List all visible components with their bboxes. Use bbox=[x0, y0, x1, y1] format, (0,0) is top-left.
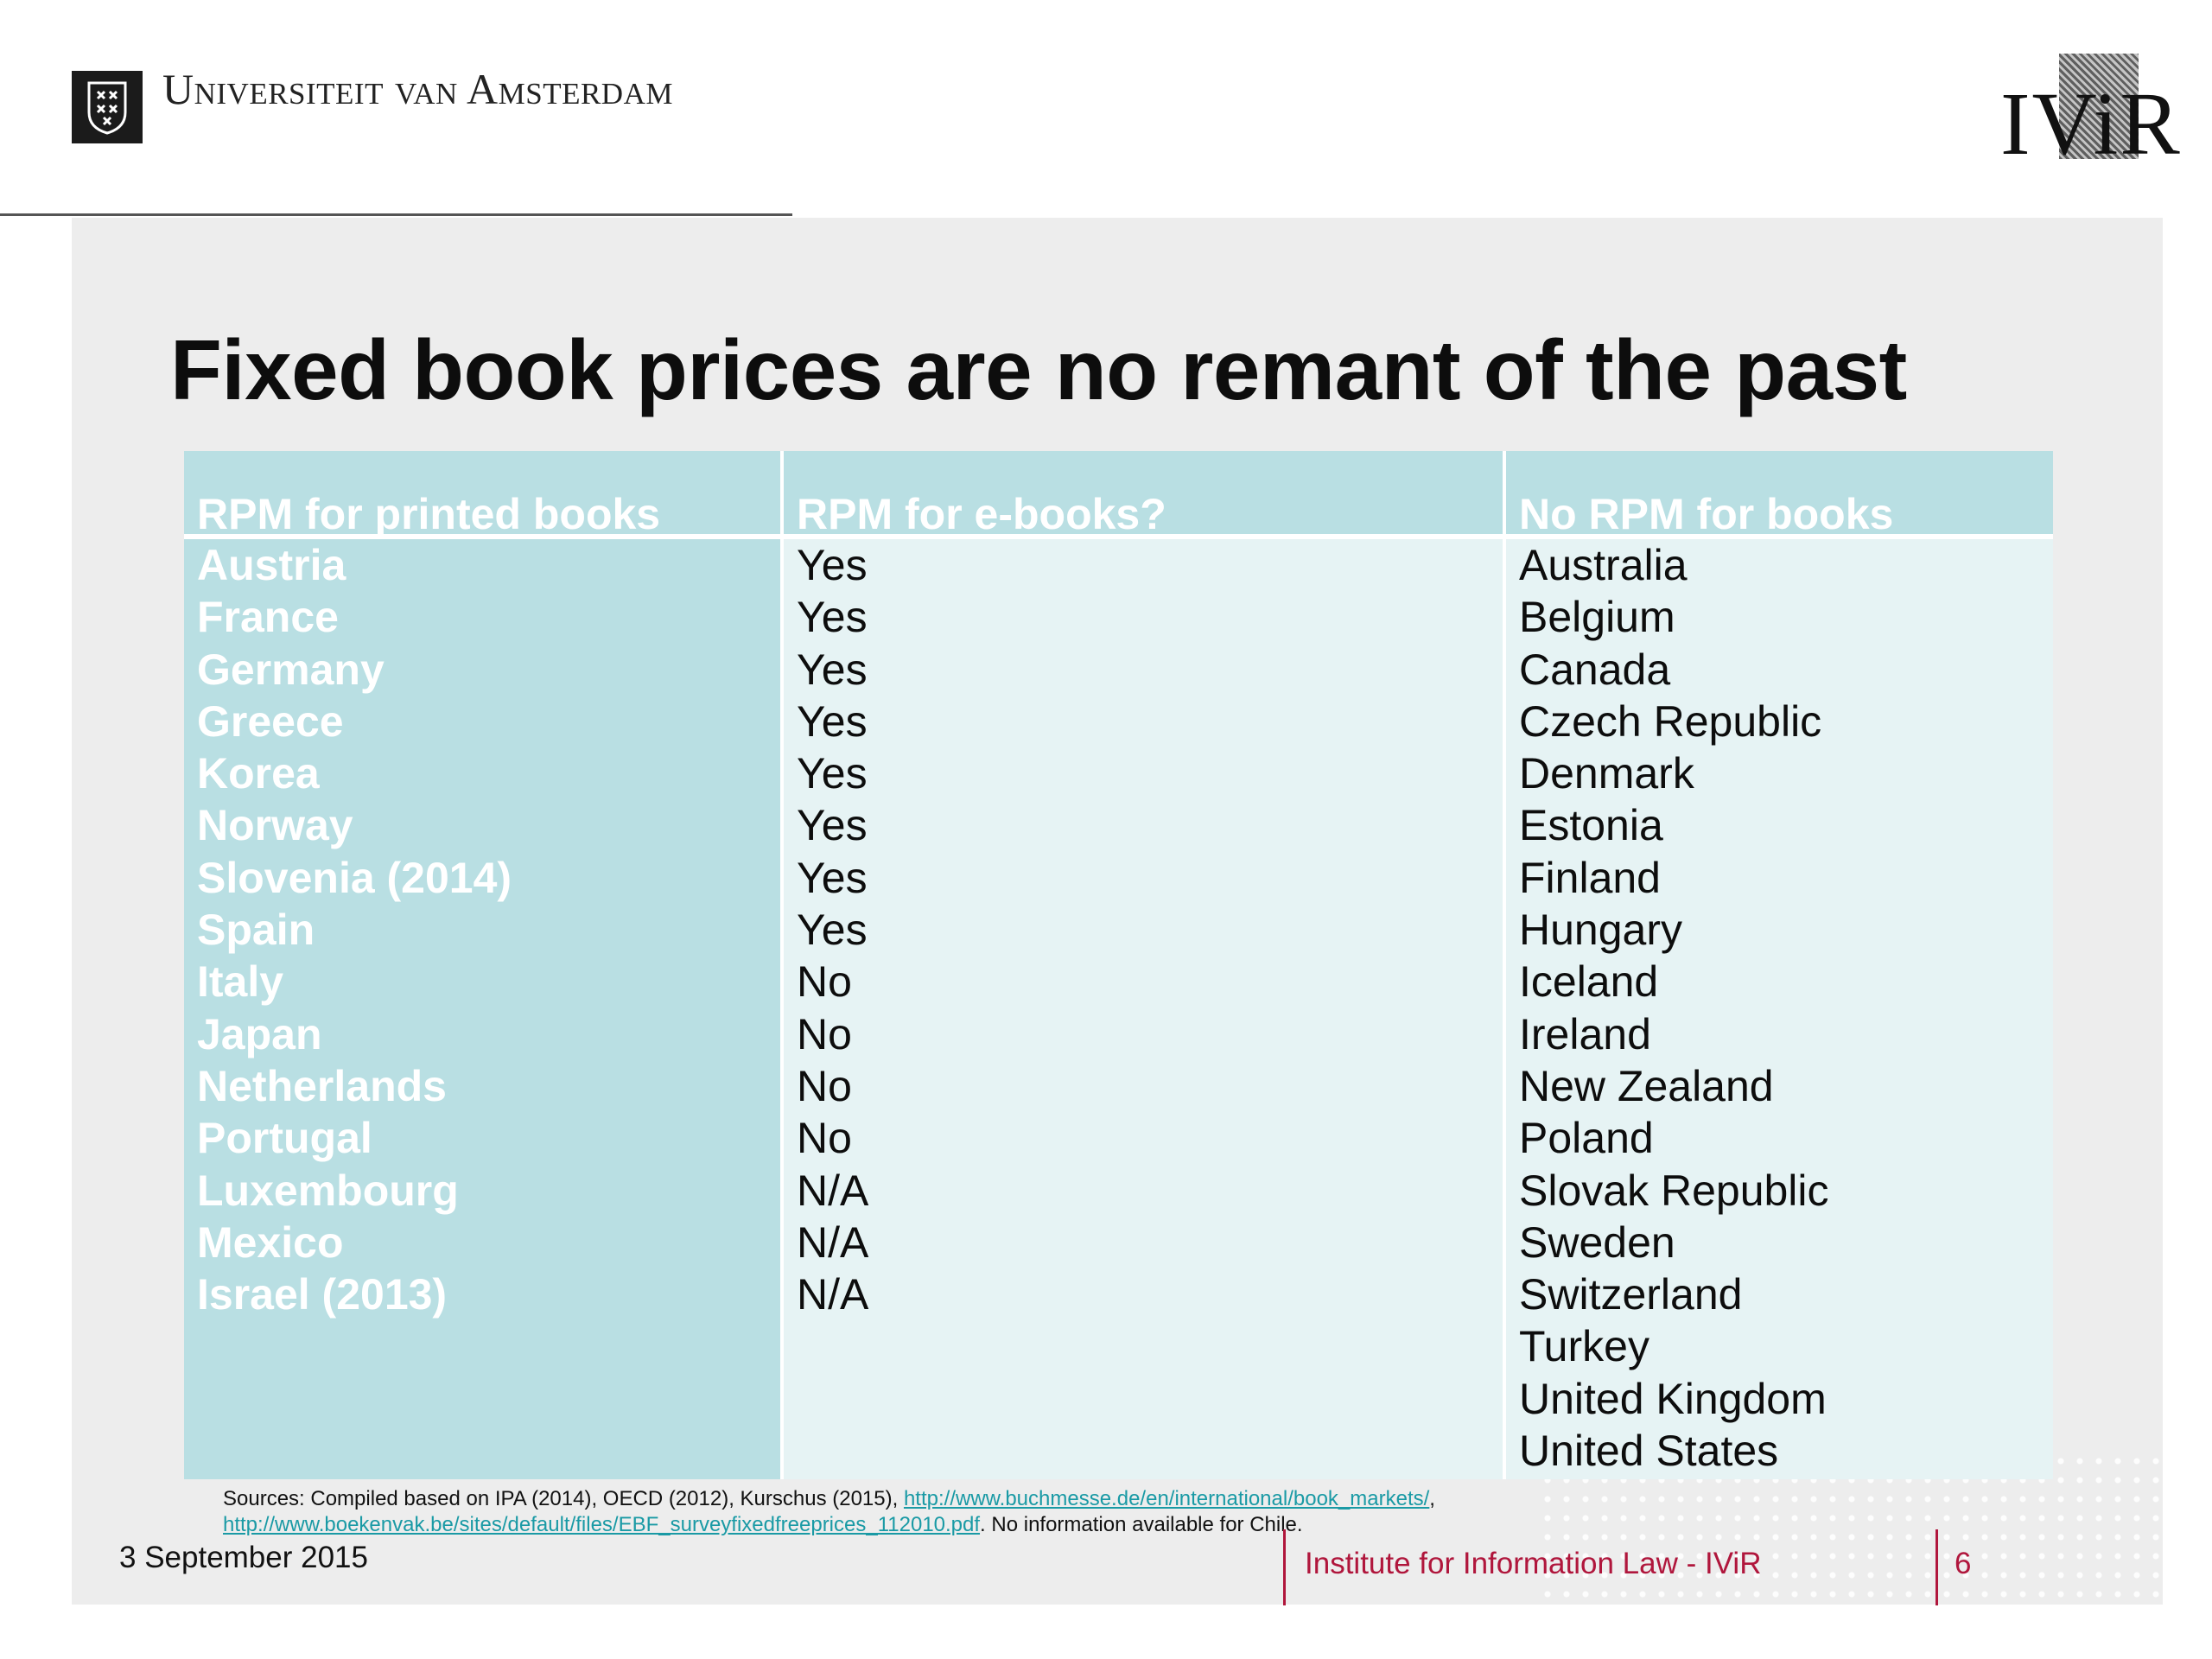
table-cell: Yes bbox=[797, 696, 868, 746]
table-cell: France bbox=[197, 593, 339, 642]
crest-icon bbox=[87, 81, 127, 135]
column-header-label: RPM for e-books? bbox=[797, 490, 1166, 538]
rpm-countries-table: RPM for printed books Austria France Germa… bbox=[184, 451, 2053, 1479]
table-cell: Canada bbox=[1519, 645, 1671, 694]
sources-comma: , bbox=[1429, 1487, 1435, 1510]
table-cell: Finland bbox=[1519, 853, 1661, 902]
table-cell: Iceland bbox=[1519, 957, 1659, 1007]
table-cell: Slovak Republic bbox=[1519, 1166, 1829, 1215]
footer-divider bbox=[1936, 1529, 1938, 1605]
table-cell: Mexico bbox=[197, 1217, 344, 1267]
table-cell: Israel (2013) bbox=[197, 1270, 448, 1319]
ivir-logo: IViR bbox=[2000, 54, 2190, 174]
table-cell: Japan bbox=[197, 1009, 322, 1058]
table-cell: Ireland bbox=[1519, 1009, 1651, 1058]
table-cell: Poland bbox=[1519, 1114, 1654, 1163]
sources-prefix: Sources: Compiled based on IPA (2014), O… bbox=[223, 1487, 904, 1510]
column-body: Yes Yes Yes Yes Yes Yes Yes Yes No No No No N/A N/A N/… bbox=[784, 539, 1503, 1479]
column-rows: Austria France Germany Greece Korea Norway Slo… bbox=[197, 539, 512, 1320]
table-cell: Germany bbox=[197, 645, 385, 694]
table-cell: United States bbox=[1519, 1427, 1779, 1476]
table-cell: No bbox=[797, 1061, 852, 1110]
column-header: RPM for printed books bbox=[184, 451, 780, 538]
ivir-logo-texture bbox=[2059, 54, 2139, 159]
table-cell: Belgium bbox=[1519, 593, 1675, 642]
slide-title: Fixed book prices are no remant of the p… bbox=[170, 322, 1907, 417]
table-cell: N/A bbox=[797, 1166, 869, 1215]
sources-note: Sources: Compiled based on IPA (2014), O… bbox=[223, 1486, 1435, 1538]
column-body: Australia Belgium Canada Czech Republic Denm… bbox=[1506, 539, 2053, 1479]
column-rows: Australia Belgium Canada Czech Republic Denm… bbox=[1519, 539, 1829, 1477]
table-cell: Australia bbox=[1519, 541, 1688, 589]
column-body: Austria France Germany Greece Korea Norway Slo… bbox=[184, 539, 780, 1479]
table-cell: Yes bbox=[797, 749, 868, 798]
table-cell: No bbox=[797, 1009, 852, 1058]
table-cell: Netherlands bbox=[197, 1061, 447, 1110]
sources-line-2: http://www.boekenvak.be/sites/default/fi… bbox=[223, 1512, 1435, 1538]
column-rpm-ebooks: RPM for e-books? Yes Yes Yes Yes Yes Yes Yes Ye… bbox=[784, 451, 1503, 1479]
table-cell: Luxembourg bbox=[197, 1166, 459, 1215]
table-cell: Switzerland bbox=[1519, 1270, 1743, 1319]
table-cell: Yes bbox=[797, 853, 868, 902]
university-name: Universiteit van Amsterdam bbox=[162, 65, 673, 113]
table-cell: Portugal bbox=[197, 1114, 372, 1163]
boekenvak-link[interactable]: http://www.boekenvak.be/sites/default/fi… bbox=[223, 1513, 981, 1536]
table-cell: Czech Republic bbox=[1519, 696, 1822, 746]
table-cell: New Zealand bbox=[1519, 1061, 1774, 1110]
table-cell: Estonia bbox=[1519, 801, 1663, 850]
table-cell: Norway bbox=[197, 801, 353, 850]
table-cell: Italy bbox=[197, 957, 284, 1007]
buchmesse-link[interactable]: http://www.buchmesse.de/en/international… bbox=[903, 1487, 1430, 1510]
table-cell: Turkey bbox=[1519, 1322, 1649, 1371]
table-cell: Yes bbox=[797, 906, 868, 955]
table-cell: United Kingdom bbox=[1519, 1374, 1827, 1423]
footer-divider bbox=[1283, 1529, 1286, 1605]
page-number: 6 bbox=[1955, 1547, 1972, 1580]
table-cell: Yes bbox=[797, 801, 868, 850]
table-cell: Yes bbox=[797, 645, 868, 694]
column-no-rpm: No RPM for books Australia Belgium Canada C… bbox=[1506, 451, 2053, 1479]
footer-institute: Institute for Information Law - IViR bbox=[1305, 1547, 1762, 1580]
column-header-label: No RPM for books bbox=[1519, 490, 1894, 538]
sources-line-1: Sources: Compiled based on IPA (2014), O… bbox=[223, 1486, 1435, 1512]
table-cell: Denmark bbox=[1519, 749, 1694, 798]
table-cell: Yes bbox=[797, 541, 868, 589]
column-header: No RPM for books bbox=[1506, 451, 2053, 538]
slide-header: Universiteit van Amsterdam IViR bbox=[0, 0, 2212, 216]
sources-note-chile: . No information available for Chile. bbox=[980, 1513, 1303, 1536]
table-cell: Korea bbox=[197, 749, 320, 798]
table-cell: Yes bbox=[797, 593, 868, 642]
footer-date: 3 September 2015 bbox=[119, 1541, 368, 1574]
header-divider bbox=[0, 213, 792, 216]
ivir-logo-text: IViR bbox=[2000, 74, 2182, 174]
table-cell: N/A bbox=[797, 1217, 869, 1267]
column-header-label: RPM for printed books bbox=[197, 490, 661, 538]
column-header: RPM for e-books? bbox=[784, 451, 1503, 538]
table-cell: Greece bbox=[197, 696, 344, 746]
table-cell: No bbox=[797, 957, 852, 1007]
column-rpm-printed: RPM for printed books Austria France Germa… bbox=[184, 451, 780, 1479]
table-cell: Austria bbox=[197, 541, 346, 589]
table-cell: N/A bbox=[797, 1270, 869, 1319]
table-cell: Spain bbox=[197, 906, 315, 955]
column-rows: Yes Yes Yes Yes Yes Yes Yes Yes No No No No N/A N/A N/… bbox=[797, 539, 868, 1320]
table-cell: Hungary bbox=[1519, 906, 1682, 955]
table-cell: No bbox=[797, 1114, 852, 1163]
table-cell: Sweden bbox=[1519, 1217, 1675, 1267]
table-cell: Slovenia (2014) bbox=[197, 853, 512, 902]
uva-crest-logo bbox=[72, 71, 143, 143]
